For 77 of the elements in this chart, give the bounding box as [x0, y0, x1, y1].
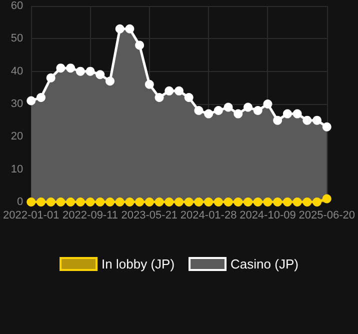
- point: [106, 76, 114, 86]
- y-tick-label: 20: [10, 130, 24, 143]
- point: [282, 109, 292, 118]
- y-tick-label: 50: [10, 32, 24, 45]
- point: [96, 70, 105, 80]
- point: [204, 109, 214, 118]
- point: [263, 198, 272, 206]
- point: [46, 73, 56, 82]
- point: [282, 198, 292, 206]
- y-tick-label: 40: [10, 65, 24, 78]
- point: [154, 92, 164, 102]
- point: [96, 198, 105, 206]
- point: [115, 24, 124, 34]
- point: [302, 116, 312, 125]
- point: [46, 198, 56, 206]
- point: [234, 198, 243, 206]
- point: [135, 40, 144, 50]
- point: [144, 80, 154, 89]
- point: [115, 198, 124, 206]
- y-tick-label: 30: [10, 98, 24, 110]
- y-tick-label: 60: [10, 0, 24, 12]
- point: [312, 198, 322, 206]
- point: [26, 198, 36, 206]
- x-tick-label: 2025-06-20: [298, 210, 356, 222]
- point: [174, 198, 184, 206]
- point: [154, 198, 164, 206]
- point: [36, 198, 46, 206]
- x-tick-label: 2022-09-11: [62, 210, 118, 222]
- point: [66, 198, 76, 206]
- x-tick-label: 2024-10-09: [240, 210, 296, 222]
- point: [66, 64, 76, 73]
- point: [56, 64, 66, 73]
- point: [106, 198, 114, 206]
- point: [76, 66, 85, 76]
- point: [214, 106, 223, 116]
- point: [204, 198, 214, 206]
- x-tick-label: 2023-05-21: [121, 210, 178, 222]
- point: [244, 198, 253, 206]
- point: [125, 24, 134, 34]
- point: [26, 96, 36, 106]
- point: [292, 109, 302, 118]
- point: [322, 194, 332, 204]
- point: [144, 198, 154, 206]
- point: [224, 102, 233, 112]
- point: [292, 198, 302, 206]
- point: [76, 198, 85, 206]
- point: [244, 102, 253, 112]
- point: [86, 198, 95, 206]
- point: [135, 198, 144, 206]
- point: [312, 116, 322, 125]
- point: [253, 106, 262, 116]
- point: [184, 92, 194, 102]
- x-tick-label: 2022-01-01: [2, 210, 60, 222]
- point: [302, 198, 312, 206]
- point: [125, 198, 134, 206]
- x-tick-label: 2024-01-28: [180, 210, 237, 222]
- point: [164, 198, 174, 206]
- point: [253, 198, 262, 206]
- point: [184, 198, 194, 206]
- y-tick-label: 0: [17, 196, 24, 208]
- y-tick-label: 10: [10, 163, 24, 176]
- point: [86, 66, 95, 76]
- point: [234, 109, 243, 118]
- point: [273, 116, 282, 125]
- point: [164, 86, 174, 96]
- point: [273, 198, 282, 206]
- point: [194, 106, 204, 116]
- point: [174, 86, 184, 96]
- point: [194, 198, 204, 206]
- point: [36, 92, 46, 102]
- point: [56, 198, 66, 206]
- legend-label: Casino (JP): [230, 256, 298, 272]
- point: [322, 122, 332, 132]
- point: [214, 198, 223, 206]
- point: [224, 198, 233, 206]
- legend-label: In lobby (JP): [102, 256, 175, 272]
- point: [263, 100, 272, 108]
